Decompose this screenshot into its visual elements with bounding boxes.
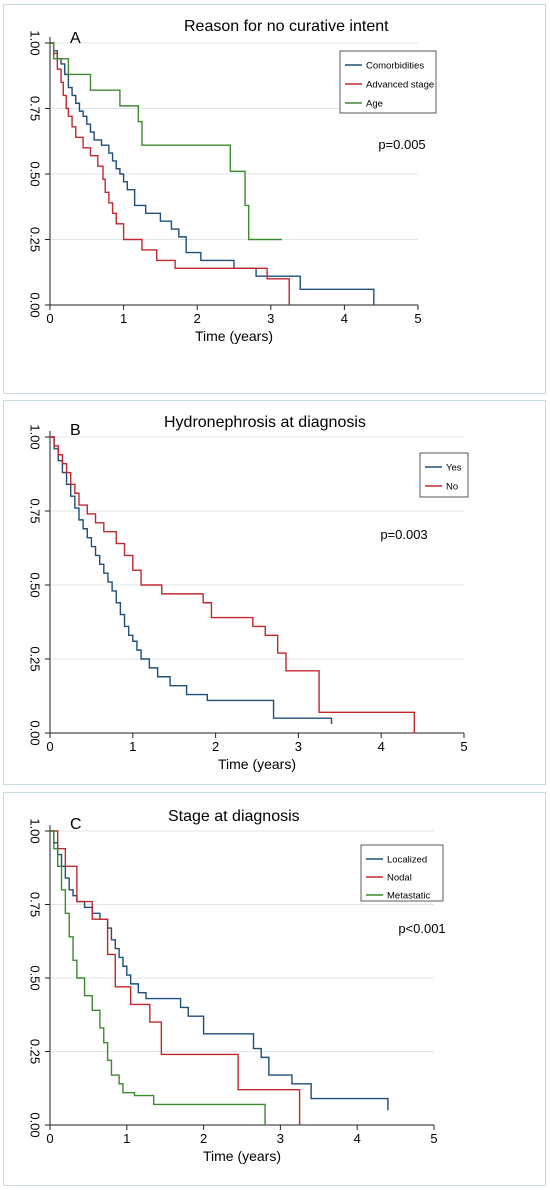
x-tick-label: 2 <box>212 739 219 754</box>
x-tick-label: 5 <box>460 739 467 754</box>
panel-b: 0.00 0.25 0.50 0.75 1.00 0 1 2 3 4 5 Time (years) Hy… <box>3 400 546 785</box>
y-tick-label: 0.75 <box>28 892 43 917</box>
legend-label: No <box>446 482 458 493</box>
km-curve-nodal <box>50 830 301 1125</box>
km-curve-comorbidities <box>50 42 375 305</box>
legend-label: Metastatic <box>387 891 431 902</box>
y-tick-label: 0.25 <box>28 227 43 252</box>
panel-label: A <box>70 30 81 47</box>
y-tick-label: 0.50 <box>28 161 43 186</box>
y-tick-label: 1.00 <box>28 424 43 449</box>
km-curve-yes <box>50 436 333 725</box>
legend-box <box>419 452 469 498</box>
legend-label: Comorbidities <box>366 61 424 72</box>
panel-label: B <box>70 422 81 439</box>
chart-title: Hydronephrosis at diagnosis <box>164 414 366 431</box>
panel-a: 0.00 0.25 0.50 0.75 1.00 0 1 2 3 4 5 Time (years) Re… <box>3 4 546 394</box>
legend-label: Advanced stage <box>366 80 434 91</box>
x-tick-label: 1 <box>120 311 127 326</box>
x-tick-label: 4 <box>354 1131 361 1146</box>
km-chart-c: 0.00 0.25 0.50 0.75 1.00 0 1 2 3 4 5 Time (years) St… <box>28 808 446 1164</box>
km-curve-age <box>50 42 282 241</box>
km-curve-advanced-stage <box>50 42 290 305</box>
x-tick-label: 0 <box>46 1131 53 1146</box>
x-tick-label: 4 <box>341 311 348 326</box>
x-tick-label: 3 <box>267 311 274 326</box>
x-tick-label: 3 <box>277 1131 284 1146</box>
legend-label: Nodal <box>387 873 412 884</box>
y-tick-label: 1.00 <box>28 818 43 843</box>
x-tick-label: 5 <box>430 1131 437 1146</box>
x-tick-label: 0 <box>46 311 53 326</box>
y-tick-label: 0.50 <box>28 572 43 597</box>
y-tick-label: 1.00 <box>28 30 43 55</box>
legend-label: Yes <box>446 463 462 474</box>
panel-c: 0.00 0.25 0.50 0.75 1.00 0 1 2 3 4 5 Time (years) St… <box>3 792 546 1186</box>
p-value: p=0.005 <box>378 137 425 152</box>
legend-label: Age <box>366 99 383 110</box>
x-tick-label: 4 <box>378 739 385 754</box>
x-tick-label: 5 <box>414 311 421 326</box>
x-axis-title: Time (years) <box>195 328 273 344</box>
x-tick-label: 1 <box>123 1131 130 1146</box>
y-tick-label: 0.25 <box>28 1039 43 1064</box>
y-tick-label: 0.50 <box>28 965 43 990</box>
x-tick-label: 0 <box>46 739 53 754</box>
chart-title: Stage at diagnosis <box>168 808 300 825</box>
y-tick-label: 0.75 <box>28 96 43 121</box>
x-tick-label: 1 <box>129 739 136 754</box>
x-axis-title: Time (years) <box>218 756 296 772</box>
panel-label: C <box>70 816 82 833</box>
legend-label: Localized <box>387 855 427 866</box>
y-tick-label: 0.00 <box>28 292 43 317</box>
y-tick-label: 0.25 <box>28 646 43 671</box>
x-tick-label: 3 <box>295 739 302 754</box>
km-chart-a: 0.00 0.25 0.50 0.75 1.00 0 1 2 3 4 5 Time (years) Re… <box>28 18 437 344</box>
km-curve-localized <box>50 830 389 1111</box>
y-tick-label: 0.75 <box>28 498 43 523</box>
x-tick-label: 2 <box>194 311 201 326</box>
legend-box <box>360 844 444 902</box>
km-curve-no <box>50 436 416 733</box>
p-value: p<0.001 <box>398 921 445 936</box>
chart-title: Reason for no curative intent <box>184 18 389 35</box>
x-tick-label: 2 <box>200 1131 207 1146</box>
y-tick-label: 0.00 <box>28 1112 43 1137</box>
y-tick-label: 0.00 <box>28 720 43 745</box>
p-value: p=0.003 <box>380 527 427 542</box>
x-axis-title: Time (years) <box>203 1148 281 1164</box>
km-chart-b: 0.00 0.25 0.50 0.75 1.00 0 1 2 3 4 5 Time (years) Hy… <box>28 414 469 772</box>
km-curve-metastatic <box>50 830 266 1125</box>
